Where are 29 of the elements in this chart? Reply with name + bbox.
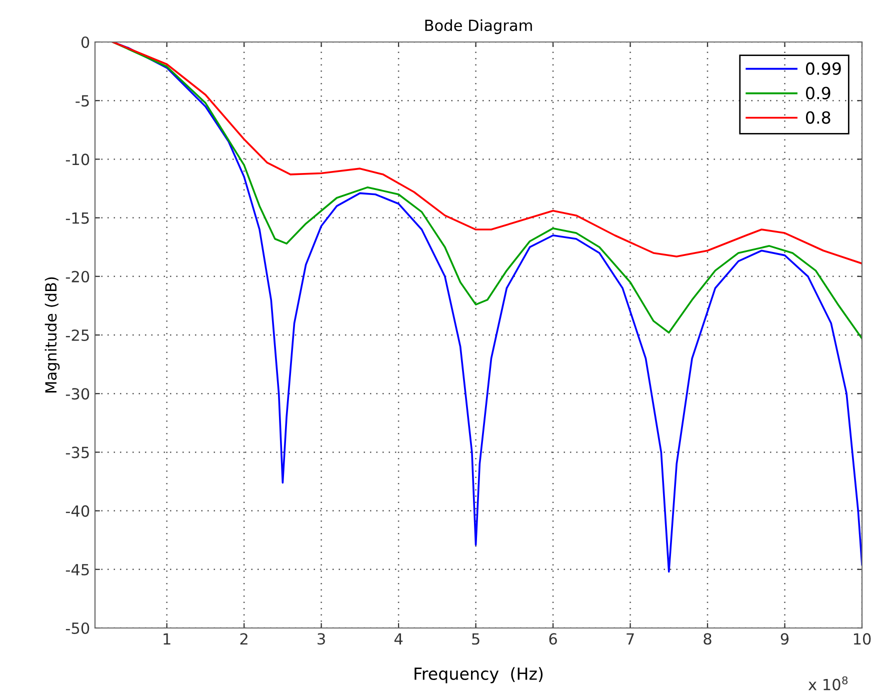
y-tick-label: -25 (66, 329, 89, 342)
y-tick-label: -15 (66, 212, 89, 224)
x-tick-label: 3 (318, 633, 325, 645)
y-tick-label: -40 (66, 505, 90, 517)
legend-label: 0.99 (806, 62, 841, 75)
y-tick-label: 0 (81, 36, 90, 48)
legend-label: 0.8 (806, 111, 830, 124)
x-tick-label: 7 (626, 633, 634, 644)
x-axis-title: Frequency (Hz) (414, 667, 543, 684)
text: x 10$^{8}$ (808, 676, 848, 690)
x-tick-label: 9 (780, 633, 789, 645)
line-series (112, 42, 862, 264)
x-tick-label: 10 (854, 633, 871, 645)
y-tick-label: -35 (66, 446, 89, 458)
y-axis-title: Magnitude (dB) (44, 277, 60, 392)
x-tick-label: 1 (164, 633, 170, 644)
x-tick-label: 4 (394, 633, 403, 644)
y-tick-label: -50 (66, 622, 90, 634)
y-tick-label: -10 (66, 154, 90, 166)
legend-label: 0.9 (806, 86, 830, 100)
y-tick-label: -30 (66, 388, 90, 400)
x-tick-label: 6 (549, 633, 557, 645)
y-tick-label: -5 (76, 95, 89, 107)
y-tick-label: -45 (66, 564, 89, 576)
y-tick-label: -20 (66, 270, 90, 282)
x-tick-label: 5 (472, 633, 480, 645)
chart-title: Bode Diagram (425, 19, 532, 34)
x-tick-label: 8 (704, 633, 712, 645)
x-tick-label: 2 (240, 633, 248, 644)
